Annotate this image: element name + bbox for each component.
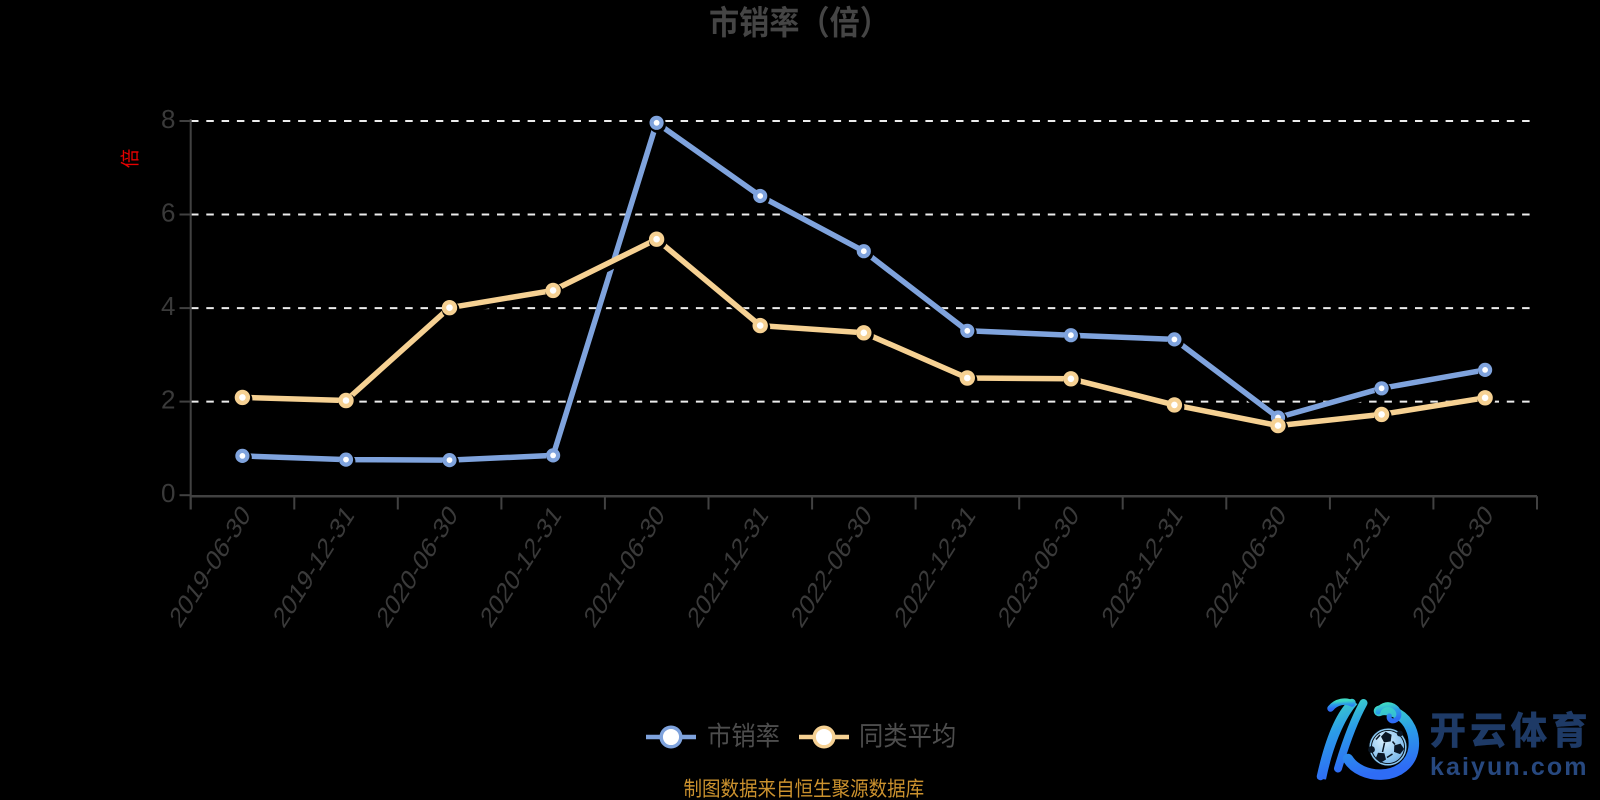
svg-text:0: 0 (161, 478, 175, 508)
svg-text:kaiyun.com: kaiyun.com (1430, 753, 1589, 781)
svg-text:8: 8 (161, 104, 175, 134)
svg-text:4: 4 (161, 291, 175, 321)
svg-text:2: 2 (161, 384, 175, 414)
svg-text:6: 6 (161, 197, 175, 227)
